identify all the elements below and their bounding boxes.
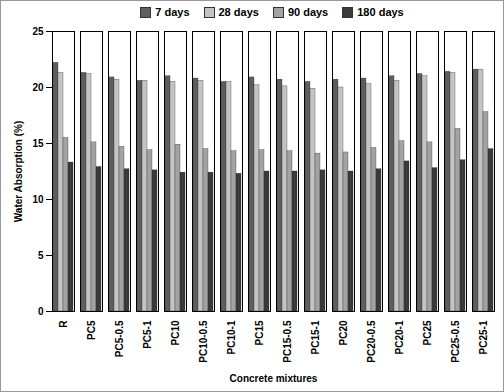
html-text:28 days: 28 days xyxy=(218,6,259,18)
html-text:90 days: 90 days xyxy=(287,6,329,18)
svg-text:Water Absorption (%): Water Absorption (%) xyxy=(13,121,24,222)
svg-text:10: 10 xyxy=(32,194,44,205)
svg-text:PC10-1: PC10-1 xyxy=(226,320,237,354)
svg-text:PC15: PC15 xyxy=(254,320,265,345)
html-text:7 days: 7 days xyxy=(155,6,190,18)
svg-text:15: 15 xyxy=(32,138,44,149)
svg-text:R: R xyxy=(58,320,69,328)
svg-text:PC15-1: PC15-1 xyxy=(310,320,321,354)
svg-text:PC10: PC10 xyxy=(170,320,181,345)
svg-text:PC25-0.5: PC25-0.5 xyxy=(450,320,461,363)
svg-text:PC25: PC25 xyxy=(422,320,433,345)
svg-text:PC20: PC20 xyxy=(338,320,349,345)
svg-text:PC20-0.5: PC20-0.5 xyxy=(366,320,377,363)
svg-text:Concrete mixtures: Concrete mixtures xyxy=(230,373,318,384)
svg-text:PC5: PC5 xyxy=(86,320,97,340)
svg-text:PC15-0.5: PC15-0.5 xyxy=(282,320,293,363)
svg-text:PC5-1: PC5-1 xyxy=(142,320,153,349)
html-text:180 days: 180 days xyxy=(357,6,404,18)
svg-text:PC5-0.5: PC5-0.5 xyxy=(114,320,125,357)
svg-text:25: 25 xyxy=(32,26,44,37)
svg-text:PC20-1: PC20-1 xyxy=(394,320,405,354)
svg-text:20: 20 xyxy=(32,82,44,93)
svg-text:PC10-0.5: PC10-0.5 xyxy=(198,320,209,363)
svg-text:5: 5 xyxy=(38,250,44,261)
svg-text:0: 0 xyxy=(38,306,44,317)
svg-text:PC25-1: PC25-1 xyxy=(478,320,489,354)
